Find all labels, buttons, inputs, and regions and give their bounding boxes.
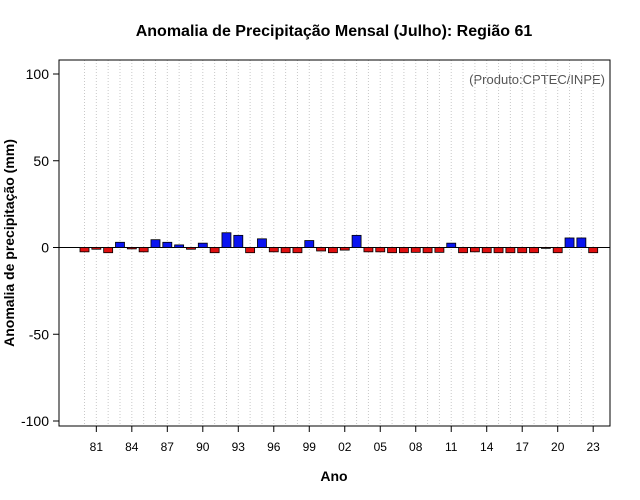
- bar-2021: [564, 237, 575, 248]
- bar-2015: [493, 247, 504, 254]
- bar-1993: [233, 234, 244, 248]
- chart-title: Anomalia de Precipitação Mensal (Julho):…: [136, 23, 533, 40]
- x-tick-label: 02: [338, 440, 352, 454]
- bar-2012: [458, 247, 468, 254]
- y-tick-label: -100: [21, 413, 49, 429]
- y-tick-label: -50: [29, 326, 49, 342]
- bar-1998: [292, 247, 303, 254]
- bar-2005: [375, 247, 386, 253]
- x-tick-label: 93: [232, 440, 246, 454]
- bar-1992: [221, 232, 232, 248]
- bar-2016: [505, 247, 516, 254]
- bar-2010: [434, 247, 445, 253]
- bar-1989: [186, 247, 196, 250]
- bar-2019: [540, 247, 551, 249]
- x-tick-label: 23: [587, 440, 601, 454]
- bar-2001: [328, 247, 338, 254]
- bar-2020: [552, 247, 563, 254]
- product-annotation: (Produto:CPTEC/INPE): [469, 72, 605, 87]
- x-tick-label: 81: [90, 440, 104, 454]
- bar-1999: [304, 240, 315, 248]
- bar-2018: [529, 247, 539, 254]
- bar-1982: [103, 247, 114, 254]
- bar-2002: [339, 247, 350, 251]
- x-tick-label: 84: [125, 440, 139, 454]
- bar-2007: [399, 247, 409, 254]
- x-tick-label: 17: [516, 440, 530, 454]
- bar-2006: [387, 247, 397, 254]
- bar-1988: [174, 244, 185, 248]
- bar-2003: [351, 234, 362, 248]
- bar-2004: [363, 247, 374, 253]
- bar-1986: [150, 239, 161, 248]
- y-axis-label: Anomalia de precipitação (mm): [1, 139, 17, 347]
- bar-series: [59, 232, 610, 254]
- bar-2023: [588, 247, 599, 254]
- grid-lines: [84, 60, 594, 426]
- y-tick-label: 100: [26, 66, 50, 82]
- bar-2000: [316, 247, 327, 252]
- x-tick-label: 08: [409, 440, 423, 454]
- bar-2013: [469, 247, 480, 253]
- bar-1980: [79, 247, 90, 253]
- bar-2011: [446, 242, 457, 248]
- bar-1984: [126, 247, 137, 250]
- x-tick-label: 11: [445, 440, 458, 454]
- x-axis: 81 84 87 90 93 96 99 02 05 08 11 14 17 20 23: [90, 426, 601, 454]
- bar-1981: [91, 247, 102, 250]
- y-tick-label: 0: [41, 240, 49, 256]
- bar-2022: [576, 237, 587, 248]
- bar-1997: [280, 247, 291, 254]
- x-tick-label: 87: [161, 440, 175, 454]
- bar-2017: [517, 247, 528, 254]
- bar-1983: [115, 241, 125, 248]
- y-axis: -100 -50 0 50 100: [21, 66, 59, 429]
- bar-2009: [422, 247, 433, 254]
- x-tick-label: 96: [267, 440, 281, 454]
- x-tick-label: 14: [480, 440, 494, 454]
- bar-2014: [481, 247, 492, 254]
- bar-1994: [245, 247, 256, 254]
- bar-1995: [257, 238, 267, 248]
- bar-1987: [162, 241, 173, 248]
- y-tick-label: 50: [33, 153, 49, 169]
- bar-1985: [138, 247, 149, 253]
- x-tick-label: 20: [551, 440, 565, 454]
- x-axis-label: Ano: [320, 468, 347, 484]
- plot-frame: [58, 59, 611, 427]
- bar-2008: [410, 247, 421, 253]
- bar-1991: [209, 247, 220, 254]
- x-tick-label: 99: [303, 440, 317, 454]
- bar-1996: [268, 247, 279, 253]
- x-tick-label: 90: [196, 440, 210, 454]
- x-tick-label: 05: [374, 440, 388, 454]
- bar-1990: [197, 242, 208, 248]
